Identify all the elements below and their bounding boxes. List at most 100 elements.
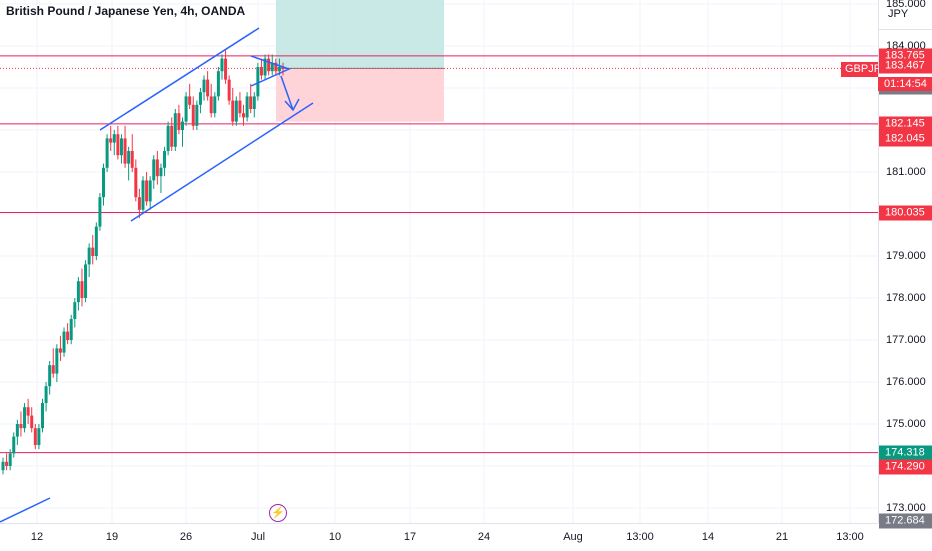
candle-body — [252, 96, 256, 109]
candle-body — [148, 180, 152, 202]
candle-body — [180, 121, 184, 130]
price-tag[interactable]: 172.684 — [879, 513, 932, 529]
candle-body — [152, 159, 156, 181]
candle-body — [109, 138, 113, 143]
candle-body — [84, 264, 88, 298]
price-tag[interactable]: 183.467 — [879, 58, 932, 74]
time-tick-label: 14 — [701, 531, 715, 543]
price-tag[interactable]: 174.290 — [879, 459, 932, 475]
candle-body — [202, 79, 206, 93]
candle-body — [8, 453, 12, 466]
candle-body — [245, 96, 249, 118]
candle-body — [141, 180, 145, 210]
candle-body — [209, 96, 213, 114]
candle-body — [277, 67, 281, 72]
symbol-title[interactable]: British Pound / Japanese Yen, 4h, OANDA — [6, 4, 246, 18]
candle-body — [127, 151, 131, 164]
candle-body — [69, 319, 73, 340]
time-tick-label: 19 — [105, 531, 119, 543]
candle-body — [80, 281, 84, 298]
candle-body — [19, 424, 23, 429]
candle-body — [98, 197, 102, 227]
currency-divider — [878, 29, 932, 30]
candle-body — [170, 125, 174, 147]
old-channel-line — [0, 497, 51, 523]
candle-body — [227, 79, 231, 101]
candle-body — [87, 247, 91, 265]
candle-body — [195, 104, 199, 126]
candle-body — [94, 226, 98, 256]
price-tag[interactable]: 182.045 — [879, 131, 932, 147]
candle-body — [137, 197, 141, 210]
candle-body — [5, 461, 9, 466]
candle-body — [259, 67, 263, 76]
lightning-event-icon[interactable]: ⚡ — [269, 504, 287, 522]
price-tick-label: 179.000 — [886, 250, 926, 262]
time-tick-label: 13:00 — [836, 531, 864, 543]
candle-body — [119, 138, 123, 156]
time-tick-label: 26 — [179, 531, 193, 543]
price-tick-label: 185.000 — [886, 0, 926, 10]
time-tick-label: 24 — [477, 531, 491, 543]
candle-body — [274, 62, 278, 72]
candle-body — [30, 415, 34, 429]
candle-body — [40, 403, 44, 429]
candle-body — [173, 113, 177, 147]
candle-body — [58, 348, 62, 353]
candle-body — [198, 92, 202, 105]
candle-body — [112, 134, 116, 143]
candle-body — [12, 436, 16, 454]
candle-body — [33, 428, 37, 445]
chart-canvas[interactable] — [0, 0, 878, 523]
price-tag[interactable]: 180.035 — [879, 205, 932, 221]
arrow-head — [284, 98, 300, 112]
time-tick-label: 12 — [30, 531, 44, 543]
candle-body — [23, 407, 27, 429]
candle-body — [256, 67, 260, 97]
price-tick-label: 173.000 — [886, 502, 926, 514]
candle-body — [116, 134, 120, 156]
candle-body — [55, 348, 59, 374]
candle-body — [231, 100, 235, 122]
time-axis[interactable]: 12 19 26 Jul 10 17 24 Aug 13:00 14 21 13:00 — [0, 523, 878, 551]
candle-body — [270, 62, 274, 72]
currency-label[interactable]: JPY — [888, 8, 909, 20]
candle-body — [191, 104, 195, 126]
candle-body — [102, 167, 106, 198]
candle-body — [48, 365, 52, 387]
candle-body — [130, 151, 134, 168]
candle-body — [238, 100, 242, 114]
candle-body — [134, 167, 138, 198]
candle-body — [159, 167, 163, 177]
candle-body — [73, 302, 77, 319]
symbol-price-badge: GBPJPY — [841, 62, 878, 77]
candle-body — [220, 58, 224, 72]
candle-body — [145, 180, 149, 202]
chart-pane[interactable]: British Pound / Japanese Yen, 4h, OANDA … — [0, 0, 878, 523]
candle-body — [206, 79, 210, 97]
time-tick-label: 10 — [328, 531, 342, 543]
price-tick-label: 178.000 — [886, 292, 926, 304]
price-tick-label: 175.000 — [886, 418, 926, 430]
price-tick-label: 181.000 — [886, 166, 926, 178]
candle-body — [15, 424, 19, 437]
candle-body — [166, 125, 170, 151]
candle-body — [66, 331, 70, 340]
price-tag[interactable]: 174.318 — [879, 445, 932, 461]
candle-body — [242, 113, 246, 118]
pennant-drawing — [250, 55, 292, 87]
candle-body — [91, 247, 95, 256]
stop-zone — [276, 68, 444, 122]
candle-body — [76, 281, 80, 303]
arrow-shaft — [280, 75, 294, 111]
time-tick-label: 17 — [403, 531, 417, 543]
candle-body — [163, 151, 167, 168]
time-tick-label: 13:00 — [626, 531, 654, 543]
candle-body — [216, 71, 220, 97]
candle-body — [37, 428, 41, 445]
candle-body — [249, 96, 253, 109]
candle-body — [224, 58, 228, 80]
price-tick-label: 176.000 — [886, 376, 926, 388]
candle-body — [44, 386, 48, 403]
price-tag[interactable]: 182.145 — [879, 116, 932, 132]
